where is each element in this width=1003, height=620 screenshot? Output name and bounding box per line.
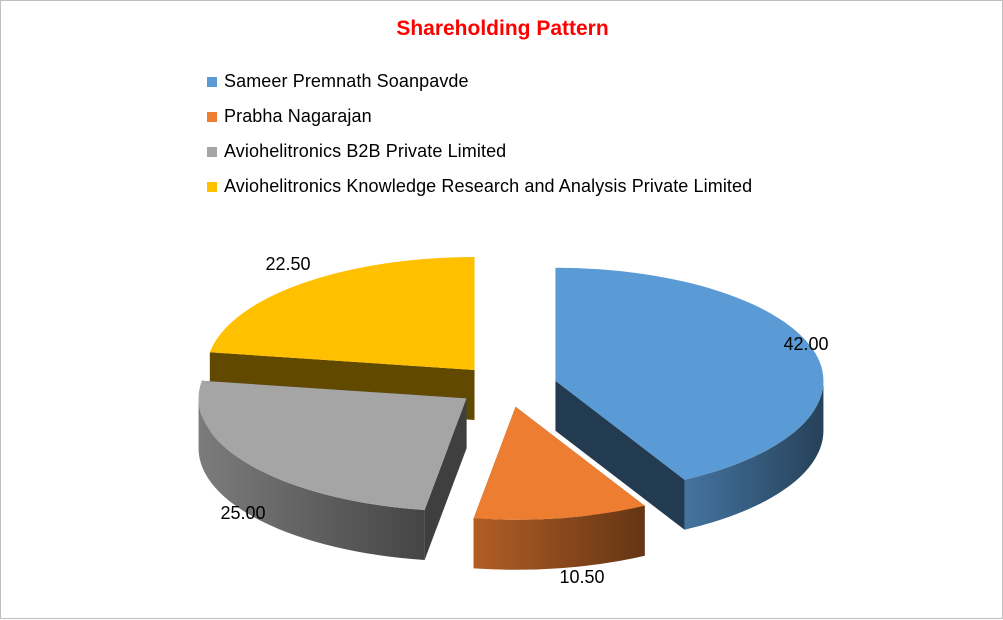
pie-slice-prabha-wall xyxy=(473,505,645,570)
pie-slice-prabha xyxy=(473,406,645,570)
chart-title: Shareholding Pattern xyxy=(396,17,609,40)
chart-legend: Sameer Premnath Soanpavde Prabha Nagaraj… xyxy=(207,64,752,204)
pie-slice-sameer-top xyxy=(555,267,824,480)
pie-slice-b2b-top xyxy=(198,380,467,511)
legend-swatch-b2b xyxy=(207,146,217,157)
legend-swatch-sameer xyxy=(207,76,217,87)
legend-label-sameer: Sameer Premnath Soanpavde xyxy=(224,71,469,91)
legend-item-prabha: Prabha Nagarajan xyxy=(207,99,752,134)
legend-item-sameer: Sameer Premnath Soanpavde xyxy=(207,64,752,99)
data-label-prabha: 10.50 xyxy=(559,567,604,587)
data-label-b2b: 25.00 xyxy=(220,503,265,523)
pie-slice-sameer xyxy=(555,267,824,530)
legend-item-knowledge: Aviohelitronics Knowledge Research and A… xyxy=(207,169,752,204)
pie-slice-knowledge-top xyxy=(209,256,475,370)
data-label-sameer: 42.00 xyxy=(783,334,828,354)
legend-item-b2b: Aviohelitronics B2B Private Limited xyxy=(207,134,752,169)
legend-label-b2b: Aviohelitronics B2B Private Limited xyxy=(224,141,507,161)
pie-slice-prabha-top xyxy=(473,406,645,520)
legend-label-prabha: Prabha Nagarajan xyxy=(224,106,372,126)
pie-slice-b2b-wall xyxy=(198,398,425,561)
data-label-knowledge: 22.50 xyxy=(265,254,310,274)
pie-slice-b2b xyxy=(198,380,467,561)
pie-slice-sameer-wall xyxy=(684,380,824,530)
pie-slice-sameer-side-1 xyxy=(555,380,685,530)
legend-label-knowledge: Aviohelitronics Knowledge Research and A… xyxy=(224,176,753,196)
legend-swatch-prabha xyxy=(207,111,217,122)
legend-swatch-knowledge xyxy=(207,181,217,192)
